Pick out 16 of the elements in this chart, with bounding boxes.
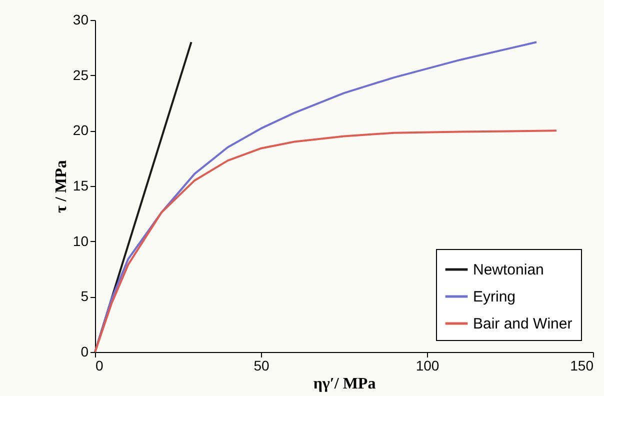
y-tick-label: 25 [72, 66, 89, 83]
legend-label: Eyring [473, 288, 516, 306]
x-tick-label: 0 [96, 358, 104, 374]
x-axis-title: ηγ′/ MPa [313, 376, 376, 392]
y-axis-title: τ / MPa [52, 160, 70, 213]
x-tick-label: 50 [254, 358, 270, 374]
y-tick-label: 10 [72, 232, 89, 249]
y-tick-label: 20 [72, 122, 89, 138]
y-tick-label: 15 [72, 178, 89, 194]
y-tick-label: 5 [80, 288, 89, 304]
x-tick-label: 150 [570, 358, 594, 374]
y-tick-label: 0 [80, 344, 89, 360]
legend-label: Bair and Winer [473, 316, 572, 332]
y-tick-label: 30 [72, 12, 89, 28]
x-tick-label: 100 [416, 358, 440, 374]
legend-label: Newtonian [473, 262, 544, 278]
